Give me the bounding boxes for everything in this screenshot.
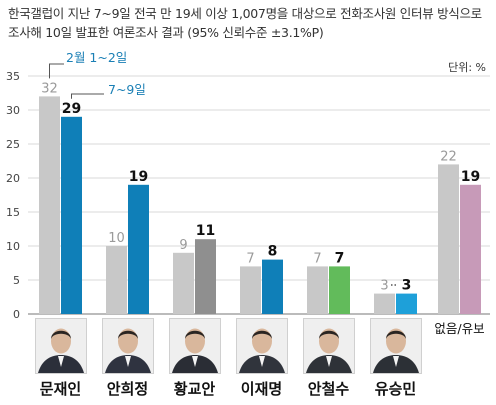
- legend-label-jul: 7~9일: [108, 82, 146, 97]
- value-label-jul: 19: [461, 169, 480, 185]
- bar-jul-2: [195, 239, 216, 314]
- candidate-photo: [302, 318, 355, 374]
- value-label-feb: 10: [108, 231, 125, 246]
- value-label-jul: 8: [268, 244, 278, 260]
- candidate-photo: [101, 318, 154, 374]
- bar-feb-0: [39, 96, 60, 315]
- y-tick-label: 25: [6, 138, 20, 151]
- legend-leader-feb: [49, 63, 64, 79]
- bar-jul-3: [262, 259, 283, 314]
- candidate-photo: [168, 318, 221, 374]
- value-label-jul: 3: [402, 278, 412, 294]
- value-label-jul: 7: [335, 250, 345, 266]
- candidate-name: 없음/유보: [434, 321, 485, 336]
- bar-jul-0: [61, 116, 82, 314]
- value-label-jul: 19: [129, 169, 148, 185]
- value-label-jul: 29: [62, 101, 81, 117]
- bar-jul-1: [128, 184, 149, 314]
- bar-jul-6: [460, 184, 481, 314]
- candidate-name: 유승민: [374, 380, 417, 398]
- value-label-feb: 7: [313, 251, 321, 266]
- value-label-feb: 3: [380, 279, 388, 294]
- unit-label: 단위: %: [448, 61, 486, 74]
- candidate-name: 문재인: [39, 380, 82, 398]
- bar-feb-1: [106, 246, 127, 314]
- value-label-feb: 22: [440, 149, 457, 164]
- y-tick-label: 20: [6, 172, 20, 185]
- bar-feb-4: [307, 266, 328, 314]
- y-tick-label: 15: [6, 206, 20, 219]
- chart-header: 한국갤럽이 지난 7~9일 전국 만 19세 이상 1,007명을 대상으로 전…: [8, 4, 492, 42]
- candidate-photo: [34, 318, 87, 374]
- y-tick-label: 5: [13, 274, 20, 287]
- bar-jul-4: [329, 266, 350, 314]
- value-label-feb: 32: [41, 81, 58, 96]
- legend-label-feb: 2월 1~2일: [66, 50, 127, 65]
- bar-feb-3: [240, 266, 261, 314]
- legend-leader-jul: [71, 93, 104, 99]
- bar-feb-6: [438, 164, 459, 314]
- y-tick-label: 0: [13, 308, 20, 321]
- header-line-1: 한국갤럽이 지난 7~9일 전국 만 19세 이상 1,007명을 대상으로 전…: [8, 6, 482, 21]
- value-label-jul: 11: [196, 223, 215, 239]
- header-line-2: 조사해 10일 발표한 여론조사 결과 (95% 신뢰수준 ±3.1%P): [8, 25, 324, 40]
- candidate-name: 안희정: [106, 380, 149, 398]
- bar-feb-5: [374, 293, 395, 314]
- y-tick-label: 35: [6, 70, 20, 83]
- candidate-name: 안철수: [307, 380, 350, 398]
- bar-feb-2: [173, 252, 194, 314]
- candidate-photo: [369, 318, 422, 374]
- candidate-name: 황교안: [173, 380, 216, 398]
- y-tick-label: 10: [6, 240, 20, 253]
- bar-jul-5: [396, 293, 417, 314]
- candidate-name: 이재명: [240, 380, 283, 398]
- candidate-photo: [235, 318, 288, 374]
- y-tick-label: 30: [6, 104, 20, 117]
- value-label-feb: 7: [246, 251, 254, 266]
- value-label-feb: 9: [179, 238, 187, 253]
